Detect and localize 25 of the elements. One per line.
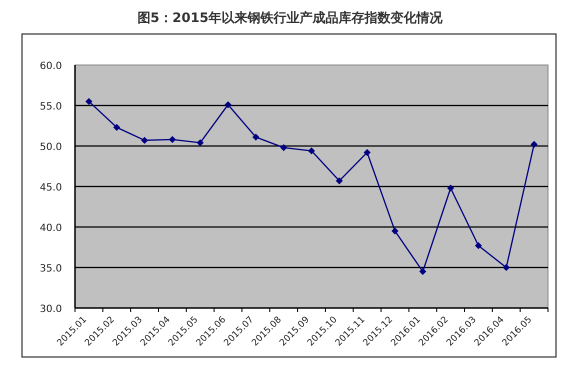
y-tick-label: 40.0 — [40, 223, 62, 234]
point — [252, 134, 260, 141]
point — [364, 148, 371, 156]
point — [502, 264, 510, 271]
point — [168, 136, 176, 144]
point — [530, 140, 538, 148]
y-tick-label: 35.0 — [40, 264, 62, 274]
y-tick-label: 30.0 — [40, 304, 62, 315]
point — [308, 147, 315, 154]
point — [280, 144, 288, 152]
point — [419, 268, 426, 276]
chart-title: 图5：2015年以来钢铁行业产成品库存指数变化情况 — [137, 10, 444, 26]
point — [141, 136, 148, 144]
y-tick-label: 45.0 — [40, 182, 62, 194]
point — [113, 124, 120, 131]
y-tick-label: 50.0 — [40, 142, 62, 153]
point — [224, 101, 232, 108]
point — [85, 98, 92, 105]
point — [336, 177, 343, 184]
point — [474, 242, 482, 250]
point — [447, 184, 454, 192]
point — [391, 228, 398, 235]
y-tick-label: 60.0 — [40, 61, 62, 72]
y-tick-label: 55.0 — [40, 102, 62, 112]
point — [196, 139, 204, 146]
